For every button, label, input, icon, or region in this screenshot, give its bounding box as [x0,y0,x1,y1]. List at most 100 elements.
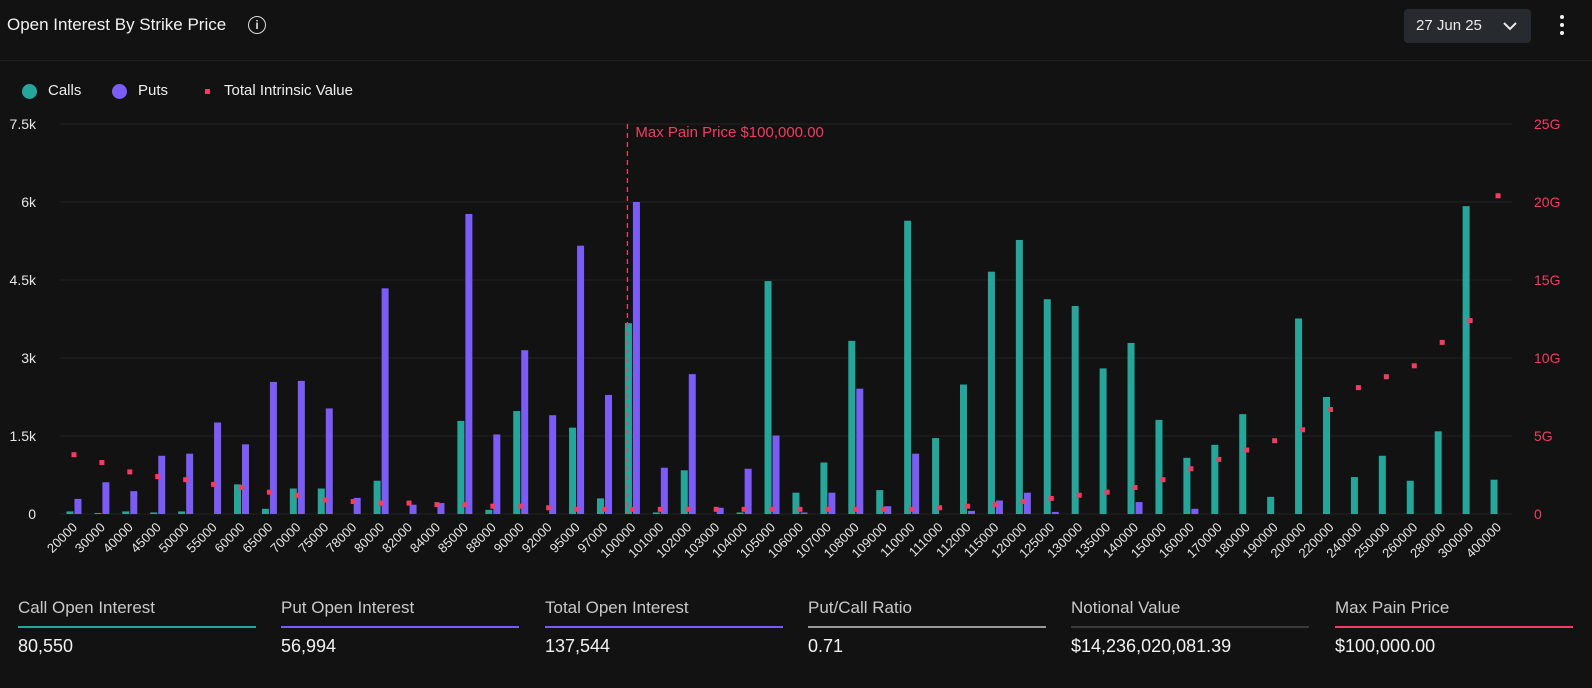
expiry-date-dropdown[interactable]: 27 Jun 25 [1404,9,1531,43]
stat-value: $100,000.00 [1335,636,1436,656]
bar-puts [325,408,333,514]
point-total-intrinsic-value [434,502,440,508]
y-tick-label-right: 15G [1534,272,1560,288]
point-total-intrinsic-value [602,506,607,512]
stat-underline [808,626,1046,628]
bar-puts [242,444,249,514]
point-total-intrinsic-value [1048,495,1054,501]
point-total-intrinsic-value [99,460,105,466]
bar-puts [130,491,138,514]
bar-puts [158,455,166,514]
bar-puts [102,482,110,514]
more-options-icon[interactable] [1556,13,1568,41]
bar-calls [1183,457,1191,514]
point-total-intrinsic-value [1467,318,1473,324]
x-tick-label: 60000 [211,520,247,556]
bar-calls [960,384,967,514]
x-tick-label: 30000 [72,520,108,556]
stat-value: 80,550 [18,636,74,656]
point-total-intrinsic-value [657,506,663,512]
point-total-intrinsic-value [127,469,133,475]
bar-puts [1135,502,1143,514]
stat-value: 56,994 [281,636,337,656]
bar-calls [1295,318,1303,514]
bar-puts [74,498,82,514]
legend-marker-calls [22,84,37,99]
bar-puts [828,492,836,514]
point-total-intrinsic-value [1328,406,1333,412]
bar-puts [716,507,724,514]
point-total-intrinsic-value [350,499,356,505]
open-interest-chart: 0 1.5k 3k 4.5k 6k 7.5k 0 5G 10G 15G 20G 25G 20000300… [10,116,1561,561]
stat-label: Max Pain Price [1335,598,1450,617]
bar-puts [297,380,305,514]
bar-puts [269,381,277,514]
max-pain-label: Max Pain Price $100,000.00 [635,124,823,141]
point-total-intrinsic-value [1439,339,1445,345]
y-tick-label-left: 7.5k [10,116,37,132]
point-total-intrinsic-value [1160,477,1166,483]
legend-marker-puts [112,84,127,99]
x-tick-label: 55000 [184,520,220,556]
point-total-intrinsic-value [1300,427,1306,433]
bar-puts [381,288,389,514]
point-total-intrinsic-value [992,502,998,508]
point-total-intrinsic-value [574,506,580,512]
bar-calls [1043,299,1051,514]
point-total-intrinsic-value [909,506,915,512]
point-total-intrinsic-value [825,506,831,512]
point-total-intrinsic-value [546,505,552,511]
bar-calls [122,511,130,514]
y-tick-label-right: 0 [1534,506,1542,522]
x-tick-label: 80000 [351,520,387,556]
stat-label: Notional Value [1071,598,1181,617]
stat-label: Call Open Interest [18,598,156,617]
point-total-intrinsic-value [211,481,217,487]
x-tick-label: 70000 [267,520,303,556]
bar-puts [1191,508,1199,514]
point-total-intrinsic-value [881,506,887,512]
point-total-intrinsic-value [937,505,943,511]
bar-calls [66,511,74,514]
bar-calls [987,271,995,514]
bar-puts [912,453,920,514]
bar-puts [353,497,361,514]
stat-value: 137,544 [545,636,611,656]
x-tick-label: 78000 [323,520,359,556]
point-total-intrinsic-value [685,506,691,512]
bar-calls [178,511,186,514]
point-total-intrinsic-value [183,477,189,483]
point-total-intrinsic-value [853,506,859,512]
point-total-intrinsic-value [266,489,272,495]
point-total-intrinsic-value [629,506,635,512]
bar-puts [465,213,473,514]
bar-calls [1099,368,1107,514]
point-total-intrinsic-value [741,506,747,512]
bar-calls [1267,496,1275,514]
bar-puts [660,467,668,514]
bar-puts [884,506,892,514]
point-total-intrinsic-value [965,503,970,509]
point-total-intrinsic-value [1383,374,1389,380]
bar-calls [932,438,940,514]
point-total-intrinsic-value [797,506,803,512]
x-tick-label: 65000 [239,520,275,556]
point-total-intrinsic-value [155,474,161,480]
stat-underline [1335,626,1573,628]
bar-calls [289,488,297,514]
x-tick-label: 40000 [100,520,136,556]
bar-calls [1155,419,1163,514]
x-tick-label: 90000 [491,520,527,556]
point-total-intrinsic-value [462,502,468,508]
x-tick-label: 84000 [407,520,443,556]
bar-puts [521,350,529,514]
y-tick-label-left: 4.5k [10,272,37,288]
bar-puts [605,394,612,514]
point-total-intrinsic-value [406,500,412,506]
info-icon[interactable]: i [248,16,266,34]
bar-calls [820,462,828,514]
bar-calls [317,488,325,514]
x-tick-label: 88000 [463,520,499,556]
point-total-intrinsic-value [1020,499,1026,505]
point-total-intrinsic-value [1132,484,1138,490]
